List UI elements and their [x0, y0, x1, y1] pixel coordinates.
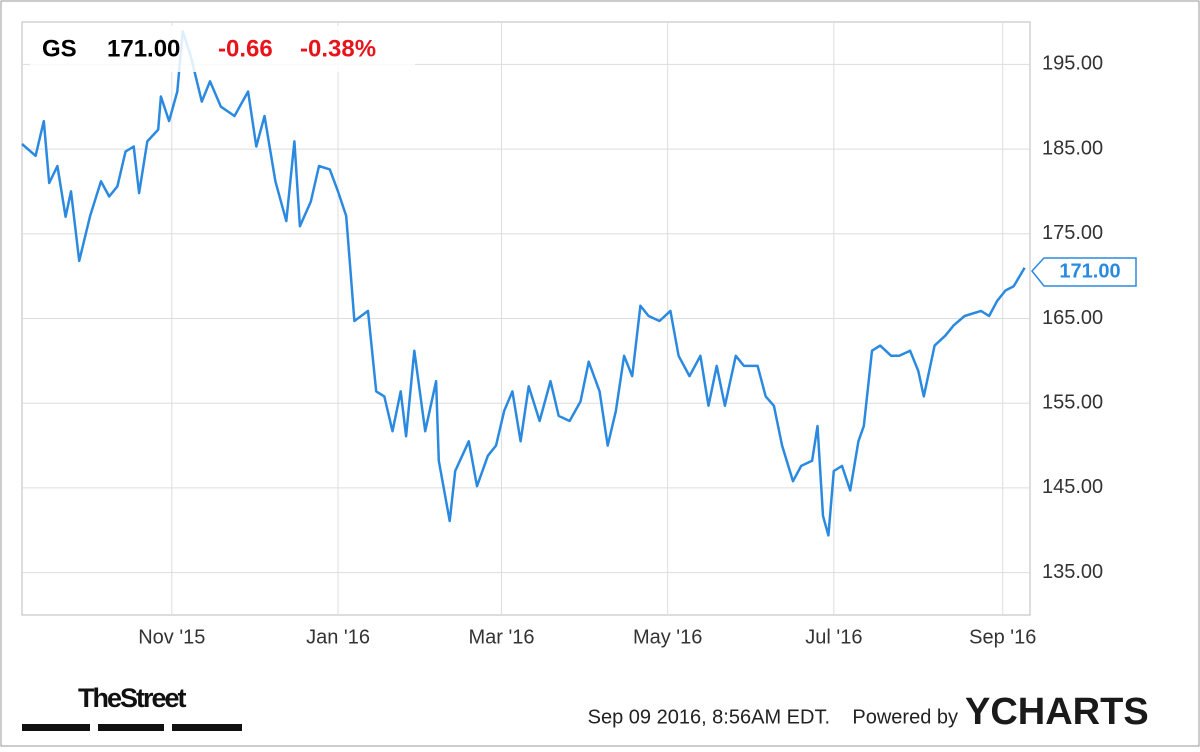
- y-tick-label: 155.00: [1042, 391, 1103, 413]
- change-pct: -0.38%: [300, 35, 376, 62]
- source: TheStreet: [78, 683, 187, 713]
- price-line: [21, 30, 1026, 537]
- y-tick-label: 135.00: [1042, 561, 1103, 583]
- y-tick-label: 185.00: [1042, 137, 1103, 159]
- series: [21, 30, 1026, 537]
- logo-bar: [172, 724, 242, 731]
- change: -0.66: [218, 35, 273, 62]
- x-tick-label: Mar '16: [468, 626, 534, 648]
- price: 171.00: [107, 35, 180, 62]
- x-tick-label: Nov '15: [138, 626, 205, 648]
- timestamp: Sep 09 2016, 8:56AM EDT.: [588, 706, 830, 728]
- y-tick-label: 145.00: [1042, 476, 1103, 498]
- logo-bar: [98, 724, 164, 731]
- y-tick-label: 175.00: [1042, 222, 1103, 244]
- logo-bar: [22, 724, 90, 731]
- quote-box: [30, 26, 415, 72]
- brand: YCHARTS: [965, 691, 1149, 733]
- x-tick-label: May '16: [633, 626, 702, 648]
- y-tick-label: 165.00: [1042, 307, 1103, 329]
- x-tick-label: Sep '16: [969, 626, 1036, 648]
- symbol: GS: [42, 35, 77, 62]
- x-tick-label: Jul '16: [805, 626, 862, 648]
- last-price-tag: [1031, 257, 1137, 287]
- powered-by: Powered by: [852, 706, 958, 728]
- last-price: 171.00: [1059, 260, 1120, 282]
- y-tick-label: 195.00: [1042, 53, 1103, 75]
- x-tick-label: Jan '16: [306, 626, 370, 648]
- grid: 135.00 145.00 155.00 165.00 175.00 185.00 195.…: [22, 22, 1103, 648]
